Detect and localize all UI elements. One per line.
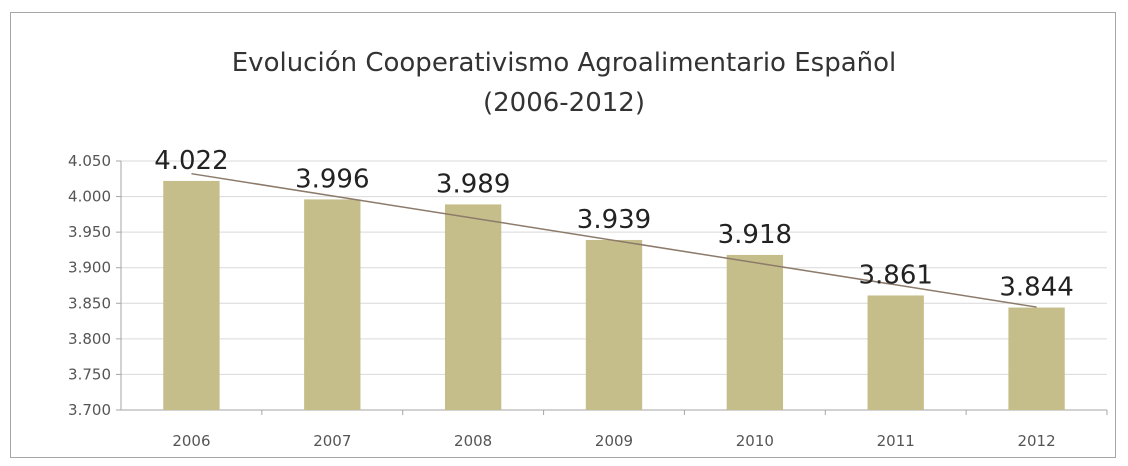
chart-frame: Evolución Cooperativismo Agroalimentario… xyxy=(10,12,1116,458)
y-tick-label: 3.800 xyxy=(68,330,111,348)
bar-2010 xyxy=(726,254,784,410)
data-label-2012: 3.844 xyxy=(999,273,1073,303)
bar-chart: Evolución Cooperativismo Agroalimentario… xyxy=(68,48,1108,450)
y-tick-label: 4.050 xyxy=(68,152,111,170)
y-tick-label: 3.750 xyxy=(68,365,111,383)
y-tick-label: 3.700 xyxy=(68,401,111,419)
bar-2008 xyxy=(444,204,502,410)
x-tick-label: 2008 xyxy=(454,432,492,450)
bar-2012 xyxy=(1008,307,1065,410)
data-labels: 4.022 3.996 3.989 3.939 3.918 3.861 3.844 xyxy=(154,146,1074,303)
x-tick-label: 2009 xyxy=(595,432,633,450)
bar-2009 xyxy=(585,239,643,410)
bar-2011 xyxy=(867,295,924,410)
x-tick-label: 2011 xyxy=(877,432,915,450)
bar-2006 xyxy=(163,180,220,410)
data-label-2007: 3.996 xyxy=(295,164,369,194)
chart-title: Evolución Cooperativismo Agroalimentario… xyxy=(232,48,897,78)
y-tick-label: 3.950 xyxy=(68,223,111,241)
axes: 3.700 3.750 3.800 3.850 3.900 3.950 4.000 4.050… xyxy=(68,152,1108,450)
y-tick-label: 3.900 xyxy=(68,259,111,277)
trendline xyxy=(191,172,1037,308)
data-label-2009: 3.939 xyxy=(577,205,651,235)
y-tick-label: 4.000 xyxy=(68,188,111,206)
x-tick-label: 2007 xyxy=(313,432,351,450)
chart-subtitle: (2006-2012) xyxy=(483,88,645,118)
trendline-line xyxy=(191,172,1037,308)
x-tick-label: 2010 xyxy=(736,432,774,450)
y-tick-label: 3.850 xyxy=(68,294,111,312)
data-label-2010: 3.918 xyxy=(718,220,792,250)
data-label-2011: 3.861 xyxy=(858,260,932,290)
data-label-2006: 4.022 xyxy=(154,146,228,176)
x-tick-label: 2006 xyxy=(172,432,210,450)
x-tick-label: 2012 xyxy=(1017,432,1055,450)
bars xyxy=(163,180,1065,410)
data-label-2008: 3.989 xyxy=(436,169,510,199)
bar-2007 xyxy=(304,199,361,410)
